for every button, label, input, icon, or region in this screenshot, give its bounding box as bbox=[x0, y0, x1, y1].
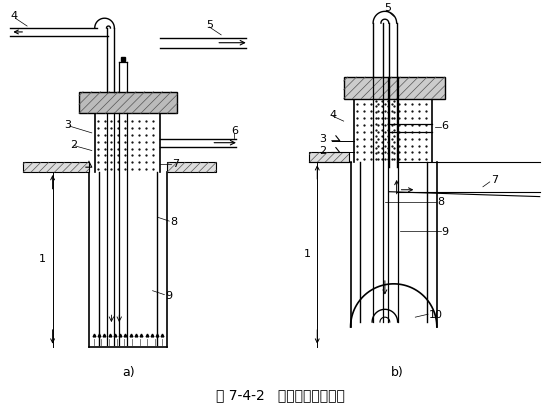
Text: 5: 5 bbox=[207, 20, 213, 30]
Text: a): a) bbox=[122, 366, 134, 379]
Text: 9: 9 bbox=[442, 227, 449, 237]
Text: 8: 8 bbox=[170, 217, 178, 227]
Text: 10: 10 bbox=[429, 310, 443, 320]
Bar bbox=[23, 162, 89, 172]
Text: 7: 7 bbox=[491, 175, 498, 185]
Bar bbox=[344, 77, 445, 99]
Text: 8: 8 bbox=[437, 198, 444, 208]
Text: 3: 3 bbox=[319, 134, 326, 144]
Text: 9: 9 bbox=[165, 291, 172, 301]
Text: 4: 4 bbox=[11, 11, 17, 21]
Text: 3: 3 bbox=[64, 120, 71, 130]
Text: 2: 2 bbox=[319, 146, 326, 156]
Bar bbox=[167, 162, 216, 172]
Text: 图 7-4-2   吸泥机清孔示意图: 图 7-4-2 吸泥机清孔示意图 bbox=[216, 389, 344, 403]
Text: 2: 2 bbox=[70, 140, 77, 150]
Text: b): b) bbox=[391, 366, 404, 379]
Bar bbox=[310, 153, 349, 162]
Text: 6: 6 bbox=[442, 121, 449, 131]
Text: 6: 6 bbox=[231, 126, 238, 136]
Text: 7: 7 bbox=[172, 159, 179, 169]
Text: 5: 5 bbox=[384, 3, 391, 13]
Text: 1: 1 bbox=[39, 254, 46, 264]
Text: 1: 1 bbox=[304, 250, 311, 260]
Text: 4: 4 bbox=[329, 110, 336, 120]
Bar bbox=[79, 92, 177, 113]
